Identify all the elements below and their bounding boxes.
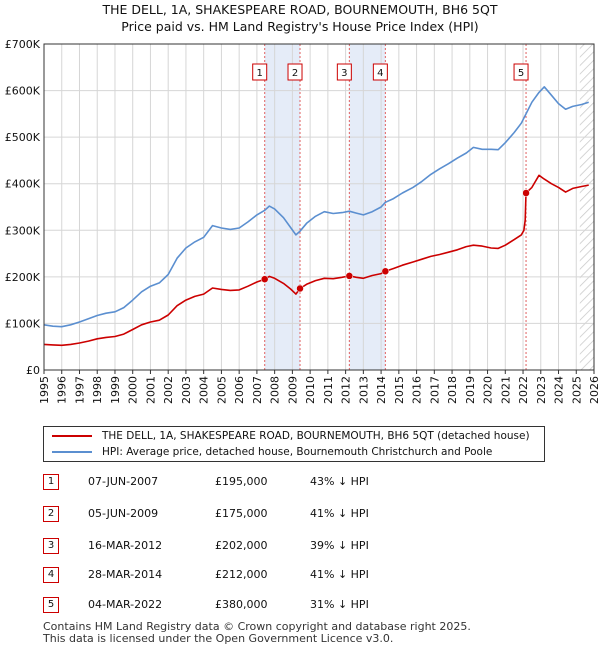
x-tick-label: 2026 xyxy=(588,376,600,404)
transaction-number: 4 xyxy=(43,567,59,583)
sale-marker-1 xyxy=(260,275,269,283)
marker-label-5: 5 xyxy=(518,68,524,79)
marker-box-5 xyxy=(513,63,529,81)
marker-label-1: 1 xyxy=(257,68,263,79)
transaction-date: 05-JUN-2009 xyxy=(88,507,159,520)
future-hatch-region xyxy=(579,44,594,370)
x-tick-label: 1999 xyxy=(109,376,122,404)
transaction-price: £175,000 xyxy=(215,507,268,520)
transaction-date: 28-MAR-2014 xyxy=(88,568,163,581)
x-tick-label: 2018 xyxy=(446,376,459,404)
transaction-hpi: 41% ↓ HPI xyxy=(310,568,369,581)
x-tick-label: 2008 xyxy=(269,376,282,404)
x-tick-label: 2019 xyxy=(464,376,477,404)
y-tick-label: £600K xyxy=(5,85,41,98)
y-tick-label: £0 xyxy=(26,364,40,377)
transaction-price: £380,000 xyxy=(215,598,268,611)
x-tick-label: 2022 xyxy=(517,376,530,404)
x-tick-label: 2011 xyxy=(322,376,335,404)
x-tick-label: 2012 xyxy=(340,376,353,404)
x-tick-label: 2017 xyxy=(428,376,441,404)
legend-label-property: THE DELL, 1A, SHAKESPEARE ROAD, BOURNEMO… xyxy=(102,430,530,442)
x-tick-label: 1998 xyxy=(91,376,104,404)
price-chart: £0 £100K £200K £300K £400K £500K £600K £700K 199… xyxy=(5,38,600,404)
x-tick-label: 2023 xyxy=(535,376,548,404)
legend-swatch-property xyxy=(52,435,92,437)
y-tick-label: £700K xyxy=(5,38,41,51)
x-tick-label: 2000 xyxy=(127,376,140,404)
x-tick-label: 2025 xyxy=(570,376,583,404)
transaction-number: 2 xyxy=(43,506,59,522)
x-tick-label: 2020 xyxy=(482,376,495,404)
x-tick-label: 1996 xyxy=(56,376,69,404)
sale-marker-4 xyxy=(381,267,390,276)
transaction-hpi: 39% ↓ HPI xyxy=(310,539,369,552)
table-row: 2 05-JUN-2009 £175,000 41% ↓ HPI xyxy=(0,506,600,524)
transaction-number: 5 xyxy=(43,597,59,613)
x-tick-label: 2002 xyxy=(162,376,175,404)
y-tick-label: £200K xyxy=(5,271,41,284)
transaction-date: 07-JUN-2007 xyxy=(88,475,159,488)
x-tick-label: 2013 xyxy=(357,376,370,404)
x-tick-label: 2005 xyxy=(215,376,228,404)
transaction-number: 3 xyxy=(43,538,59,554)
x-tick-label: 2006 xyxy=(233,376,246,404)
transaction-number: 1 xyxy=(43,474,59,490)
transaction-date: 16-MAR-2012 xyxy=(88,539,163,552)
transaction-hpi: 43% ↓ HPI xyxy=(310,475,369,488)
y-tick-label: £300K xyxy=(5,224,41,237)
transaction-date: 04-MAR-2022 xyxy=(88,598,163,611)
x-tick-label: 1997 xyxy=(73,376,86,404)
transaction-hpi: 31% ↓ HPI xyxy=(310,598,369,611)
x-tick-label: 2003 xyxy=(180,376,193,404)
x-tick-label: 2024 xyxy=(553,376,566,404)
plot-background xyxy=(44,44,594,370)
transaction-price: £195,000 xyxy=(215,475,268,488)
x-tick-label: 1995 xyxy=(38,376,51,404)
x-tick-label: 2010 xyxy=(304,376,317,404)
marker-box-1 xyxy=(252,63,268,81)
transaction-price: £212,000 xyxy=(215,568,268,581)
x-tick-label: 2014 xyxy=(375,376,388,404)
x-tick-label: 2016 xyxy=(411,376,424,404)
y-tick-label: £100K xyxy=(5,317,41,330)
legend-item-property: THE DELL, 1A, SHAKESPEARE ROAD, BOURNEMO… xyxy=(52,428,530,444)
table-row: 5 04-MAR-2022 £380,000 31% ↓ HPI xyxy=(0,597,600,615)
x-tick-label: 2021 xyxy=(499,376,512,404)
x-tick-label: 2007 xyxy=(251,376,264,404)
plot-border xyxy=(43,43,595,371)
table-row: 1 07-JUN-2007 £195,000 43% ↓ HPI xyxy=(0,474,600,492)
legend-swatch-hpi xyxy=(52,451,92,453)
x-tick-label: 2001 xyxy=(144,376,157,404)
property-series-line xyxy=(43,174,589,347)
sale-marker-3 xyxy=(345,272,354,280)
marker-label-3: 3 xyxy=(341,68,347,79)
chart-subtitle: Price paid vs. HM Land Registry's House … xyxy=(121,19,479,34)
marker-box-4 xyxy=(372,63,388,81)
hpi-series-line xyxy=(43,86,589,328)
footer-copyright: Contains HM Land Registry data © Crown c… xyxy=(43,620,471,633)
y-tick-label: £400K xyxy=(5,178,41,191)
footer-licence: This data is licensed under the Open Gov… xyxy=(43,632,394,645)
marker-label-2: 2 xyxy=(292,68,298,79)
marker-box-2 xyxy=(287,63,303,81)
chart-title: THE DELL, 1A, SHAKESPEARE ROAD, BOURNEMO… xyxy=(102,2,498,17)
chart-legend: THE DELL, 1A, SHAKESPEARE ROAD, BOURNEMO… xyxy=(43,426,545,462)
x-tick-label: 2015 xyxy=(393,376,406,404)
x-tick-label: 2004 xyxy=(198,376,211,404)
sale-marker-2 xyxy=(296,284,304,293)
marker-label-4: 4 xyxy=(377,68,383,79)
sale-marker-5 xyxy=(522,189,530,197)
legend-item-hpi: HPI: Average price, detached house, Bour… xyxy=(52,444,492,460)
y-tick-label: £500K xyxy=(5,131,41,144)
marker-box-3 xyxy=(336,63,352,81)
transaction-hpi: 41% ↓ HPI xyxy=(310,507,369,520)
shaded-period-2 xyxy=(349,44,386,370)
table-row: 4 28-MAR-2014 £212,000 41% ↓ HPI xyxy=(0,567,600,585)
x-tick-label: 2009 xyxy=(286,376,299,404)
table-row: 3 16-MAR-2012 £202,000 39% ↓ HPI xyxy=(0,538,600,556)
transaction-price: £202,000 xyxy=(215,539,268,552)
legend-label-hpi: HPI: Average price, detached house, Bour… xyxy=(102,446,493,458)
